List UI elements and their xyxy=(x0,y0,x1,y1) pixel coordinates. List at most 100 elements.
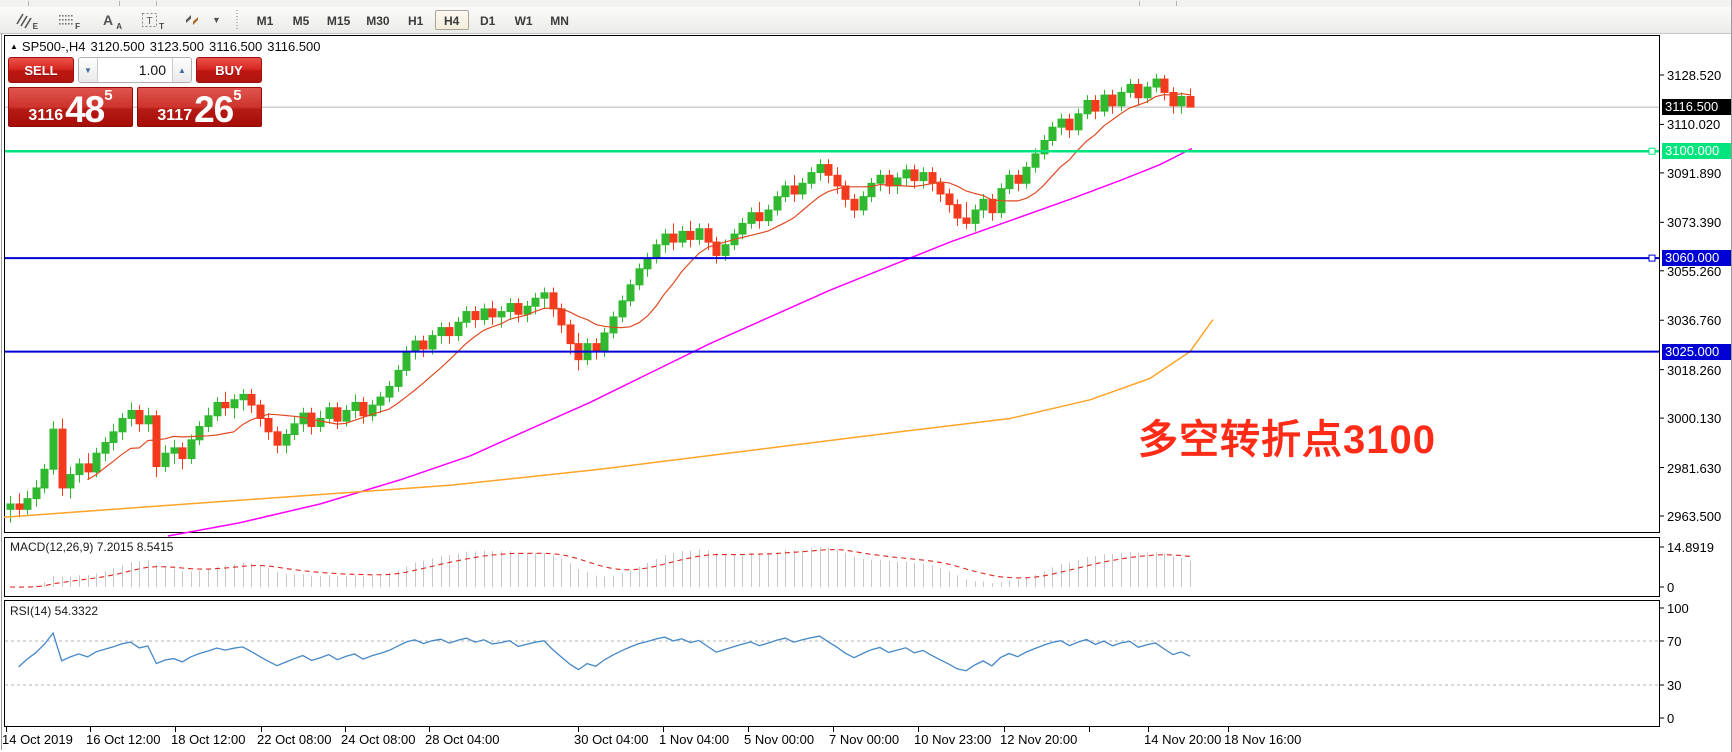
ohlc-open: 3120.500 xyxy=(90,39,145,54)
sell-button[interactable]: SELL xyxy=(8,57,74,83)
time-axis-label: 14 Nov 20:00 xyxy=(1144,732,1222,747)
current-price-label: 3116.500 xyxy=(1662,99,1731,116)
sell-price-display[interactable]: 3116 48 5 xyxy=(8,87,133,130)
timeframe-button-W1[interactable]: W1 xyxy=(514,14,533,28)
drawing-tools-group: E F A A T T ▼ xyxy=(0,8,221,32)
rsi-level-label-30: 30 xyxy=(1667,678,1682,693)
rsi-line xyxy=(18,631,1191,672)
macd-scale-max: 14.8919 xyxy=(1667,540,1714,555)
window-top-strip xyxy=(0,0,1731,7)
time-axis-label: 1 Nov 04:00 xyxy=(659,732,730,747)
chart-text-annotation[interactable]: 多空转折点3100 xyxy=(1138,418,1436,462)
ma-mid-line xyxy=(167,147,1193,537)
macd-scale-zero: 0 xyxy=(1667,580,1675,595)
macd-indicator-label: MACD(12,26,9) 7.2015 8.5415 xyxy=(10,540,174,554)
buy-price-pipette: 5 xyxy=(233,87,242,104)
symbol-period-label: SP500-,H4 xyxy=(21,39,86,54)
price-axis-label: 3073.390 xyxy=(1667,215,1722,231)
time-axis[interactable]: 14 Oct 2019 16 Oct 12:00 18 Oct 12:00 22 Oc… xyxy=(0,728,1660,752)
textbox-icon-letter: T xyxy=(159,22,164,31)
arrows-dropdown-caret[interactable]: ▼ xyxy=(212,15,221,25)
hline-handle-3100[interactable] xyxy=(1648,147,1656,155)
time-axis-label: 30 Oct 04:00 xyxy=(574,732,649,747)
macd-histogram xyxy=(27,547,1191,587)
buy-price-pips: 26 xyxy=(194,89,234,130)
candlesticks xyxy=(6,73,1195,523)
price-axis-label: 3018.260 xyxy=(1667,362,1722,378)
time-axis-label: 12 Nov 20:00 xyxy=(1000,732,1078,747)
window-strip-tick xyxy=(1176,1,1177,6)
ohlc-close: 3116.500 xyxy=(267,39,321,54)
price-axis-label: 3110.020 xyxy=(1667,117,1721,133)
price-axis-label: 2963.500 xyxy=(1667,508,1722,524)
main-chart-frame xyxy=(4,35,1660,533)
hatch-e-icon[interactable]: E xyxy=(8,8,40,32)
timeframe-button-M15[interactable]: M15 xyxy=(326,14,351,28)
text-label-icon-letter: A xyxy=(116,22,122,31)
hline-price-label-3100: 3100.000 xyxy=(1662,143,1731,160)
svg-text:T: T xyxy=(146,16,152,27)
timeframe-button-M5[interactable]: M5 xyxy=(292,14,310,28)
time-axis-label: 28 Oct 04:00 xyxy=(425,732,500,747)
timeframe-button-M1[interactable]: M1 xyxy=(256,14,274,28)
chart-title: ▲ SP500-,H4 3120.500 3123.500 3116.500 3116.5… xyxy=(10,39,326,54)
price-axis-label: 3091.890 xyxy=(1667,165,1722,181)
macd-signal-line xyxy=(9,549,1191,588)
volume-decrease-button[interactable]: ▼ xyxy=(79,58,98,82)
rsi-level-label-70: 70 xyxy=(1667,634,1682,649)
toolbar-grip[interactable] xyxy=(234,10,240,30)
rsi-level-label-0: 0 xyxy=(1667,711,1675,726)
sell-price-pipette: 5 xyxy=(104,87,113,104)
sell-price-handle: 3116 xyxy=(28,107,64,124)
window-strip-tick xyxy=(156,1,157,6)
ohlc-low: 3116.500 xyxy=(208,39,263,54)
hline-handle-3060[interactable] xyxy=(1648,254,1656,262)
timeframe-button-MN[interactable]: MN xyxy=(550,14,569,28)
timeframe-toolbar: M1 M5 M15 M30 H1 H4 D1 W1 MN xyxy=(248,10,577,30)
time-axis-label: 5 Nov 00:00 xyxy=(744,732,815,747)
timeframe-button-M30[interactable]: M30 xyxy=(366,14,390,28)
grid-f-icon[interactable]: F xyxy=(50,8,82,32)
rsi-level-label-100: 100 xyxy=(1667,601,1689,616)
time-axis-label: 18 Oct 12:00 xyxy=(171,732,246,747)
timeframe-button-H4[interactable]: H4 xyxy=(434,10,469,30)
arrows-icon[interactable] xyxy=(176,8,208,32)
time-axis-label: 22 Oct 08:00 xyxy=(257,732,332,747)
volume-stepper: ▼ 1.00 ▲ xyxy=(78,57,192,83)
volume-input[interactable]: 1.00 xyxy=(138,62,166,78)
buy-price-handle: 3117 xyxy=(157,107,193,124)
hatch-e-icon-letter: E xyxy=(32,22,38,31)
one-click-trading-panel: SELL ▼ 1.00 ▲ BUY 3116 48 5 3117 26 5 xyxy=(8,57,262,130)
timeframe-button-H1[interactable]: H1 xyxy=(407,14,424,28)
volume-increase-button[interactable]: ▲ xyxy=(172,58,191,82)
price-axis-label: 3036.760 xyxy=(1667,313,1722,329)
window-strip-tick xyxy=(28,1,29,6)
price-axis-label: 3000.130 xyxy=(1667,411,1722,427)
ma-fast-line xyxy=(87,92,1191,481)
ohlc-high: 3123.500 xyxy=(149,39,204,54)
toolbar: E F A A T T ▼ M1 M5 M15 M30 H1 H4 D1 W1 MN xyxy=(0,7,1731,34)
hline-price-label-3060: 3060.000 xyxy=(1662,250,1731,267)
rsi-indicator-label: RSI(14) 54.3322 xyxy=(10,604,99,618)
price-axis-label: 3128.520 xyxy=(1667,68,1722,83)
rsi-panel-frame xyxy=(4,600,1660,727)
price-axis-label: 2981.630 xyxy=(1667,460,1722,476)
collapse-arrow-icon[interactable]: ▲ xyxy=(10,42,18,51)
sell-price-pips: 48 xyxy=(65,89,105,130)
window-strip-tick xyxy=(1139,1,1140,6)
time-axis-label: 14 Oct 2019 xyxy=(2,732,73,747)
buy-button[interactable]: BUY xyxy=(196,57,262,83)
time-axis-label: 24 Oct 08:00 xyxy=(341,732,416,747)
svg-text:A: A xyxy=(103,12,113,28)
buy-price-display[interactable]: 3117 26 5 xyxy=(137,87,262,130)
time-axis-label: 16 Oct 12:00 xyxy=(86,732,161,747)
price-axis-label: 3055.260 xyxy=(1667,263,1722,279)
macd-panel-frame xyxy=(4,537,1660,597)
ma-slow-line xyxy=(3,319,1214,519)
timeframe-button-D1[interactable]: D1 xyxy=(479,14,496,28)
window-strip-tick xyxy=(119,1,120,6)
